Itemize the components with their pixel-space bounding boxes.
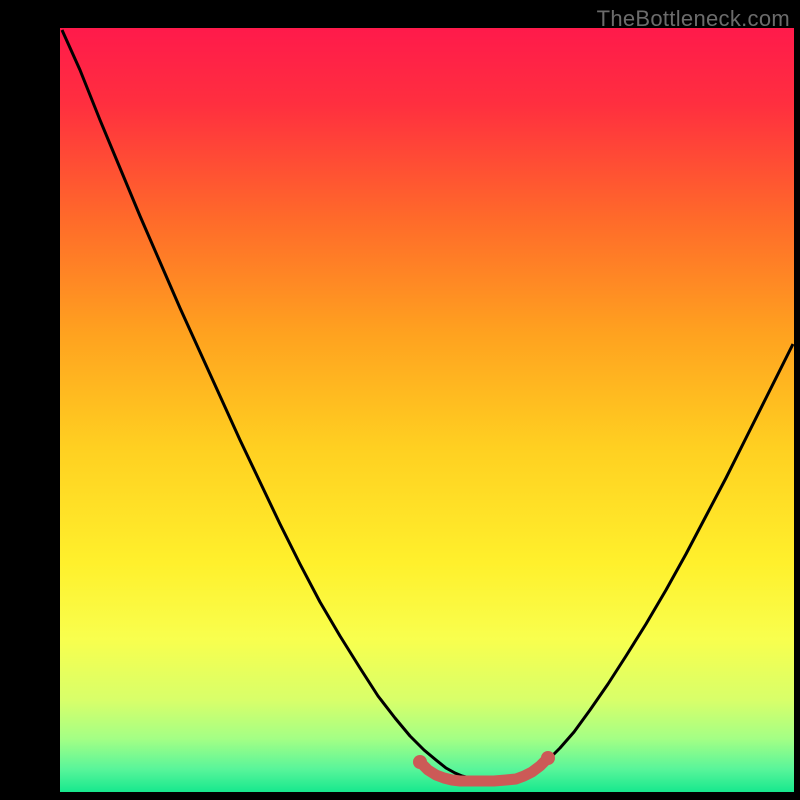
watermark-text: TheBottleneck.com: [597, 6, 790, 32]
chart-frame: TheBottleneck.com: [0, 0, 800, 800]
bottleneck-curve-chart: [0, 0, 800, 800]
plot-background: [60, 28, 794, 792]
optimal-range-endpoint-left: [413, 755, 427, 769]
optimal-range-endpoint-right: [541, 751, 555, 765]
